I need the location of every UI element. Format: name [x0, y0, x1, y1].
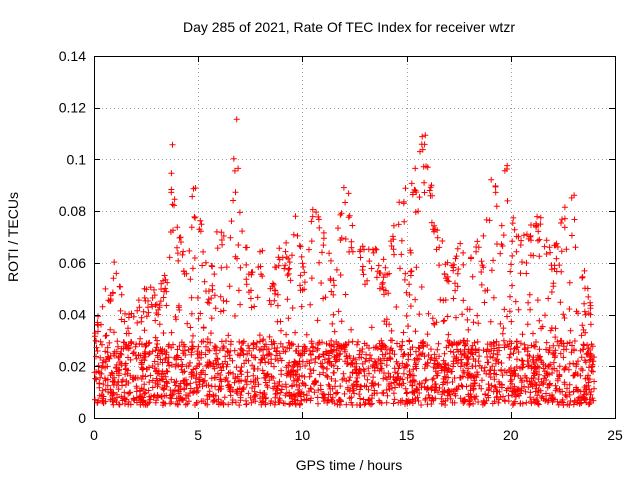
y-tick-label: 0.08	[59, 203, 86, 219]
data-point-markers	[91, 116, 598, 409]
x-tick-label: 15	[399, 427, 415, 443]
x-tick-label: 25	[607, 427, 623, 443]
x-tick-labels: 0 5 10 15 20 25	[90, 427, 623, 443]
y-tick-label: 0.14	[59, 48, 86, 64]
x-tick-label: 20	[503, 427, 519, 443]
grid-lines	[94, 56, 615, 418]
plot-frame	[94, 56, 616, 419]
x-tick-label: 10	[295, 427, 311, 443]
y-tick-labels: 0 0.02 0.04 0.06 0.08 0.1 0.12 0.14	[59, 48, 86, 426]
y-tick-label: 0.04	[59, 307, 86, 323]
y-axis-label: ROTI / TECUs	[5, 192, 21, 282]
y-tick-label: 0.06	[59, 255, 86, 271]
y-tick-label: 0.12	[59, 100, 86, 116]
x-axis-label: GPS time / hours	[296, 457, 403, 473]
data-points	[91, 116, 598, 409]
x-tick-label: 5	[194, 427, 202, 443]
chart-title: Day 285 of 2021, Rate Of TEC Index for r…	[183, 19, 515, 35]
y-tick-label: 0.1	[67, 151, 87, 167]
x-tick-label: 0	[90, 427, 98, 443]
axis-ticks	[94, 56, 616, 419]
y-tick-label: 0.02	[59, 358, 86, 374]
y-tick-label: 0	[78, 410, 86, 426]
